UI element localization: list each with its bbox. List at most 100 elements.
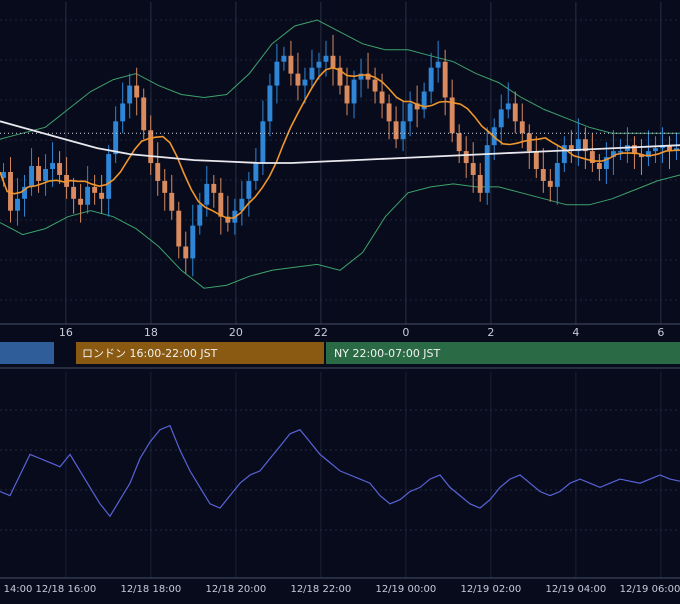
osc-x-tick-label-4: 12/18 22:00 <box>290 584 351 595</box>
candle-body <box>274 61 280 86</box>
candle-body <box>638 154 644 158</box>
candle-body <box>323 55 329 62</box>
candle-body <box>295 73 301 86</box>
candle-body <box>169 192 175 211</box>
candle-body <box>449 97 455 134</box>
candle-body <box>337 67 343 86</box>
candle-body <box>218 192 224 217</box>
candle-body <box>260 121 266 164</box>
candle-body <box>29 166 34 187</box>
candle-body <box>519 121 525 134</box>
candle-body <box>568 145 574 152</box>
candle-body <box>57 163 63 175</box>
candle-body <box>15 198 20 211</box>
main-x-tick-label-7: 6 <box>657 326 664 339</box>
candle-body <box>204 183 210 205</box>
candle-body <box>197 204 203 226</box>
candle-body <box>8 171 13 211</box>
candle-body <box>120 103 126 122</box>
candle-body <box>421 91 427 110</box>
osc-x-tick-label-8: 12/19 06:00 <box>620 584 680 595</box>
candle-body <box>407 103 413 122</box>
candle-body <box>127 85 133 104</box>
candle-body <box>477 174 483 193</box>
oscillator-line <box>0 424 680 518</box>
candle-body <box>646 151 651 158</box>
candle-body <box>162 180 168 193</box>
candle-body <box>78 198 84 205</box>
candle-body <box>372 79 378 92</box>
candle-body <box>512 103 518 122</box>
candle-body <box>463 151 469 164</box>
candle-body <box>547 180 553 187</box>
candle-body <box>435 61 441 68</box>
candle-body <box>288 55 294 74</box>
candle-body <box>631 145 637 155</box>
main-x-tick-label-6: 4 <box>572 326 579 339</box>
candle-body <box>456 133 462 152</box>
candle-body <box>667 145 672 152</box>
session-ny-label: NY 22:00-07:00 JST <box>334 347 441 360</box>
candle-body <box>239 198 245 211</box>
candle-body <box>582 139 588 152</box>
osc-x-tick-label-2: 12/18 18:00 <box>120 584 181 595</box>
candle-body <box>50 163 56 169</box>
candle-body <box>498 109 504 128</box>
candle-body <box>470 163 476 175</box>
candle-body <box>99 192 105 199</box>
candle-body <box>554 163 560 187</box>
candle-body <box>309 67 315 80</box>
candle-body <box>43 169 49 181</box>
candle-body <box>428 67 434 92</box>
main-x-tick-label-2: 20 <box>229 326 243 339</box>
candle-body <box>393 121 399 140</box>
candle-body <box>505 103 511 110</box>
candle-body <box>71 186 77 199</box>
main-x-tick-label-4: 0 <box>402 326 409 339</box>
main-x-tick-label-1: 18 <box>144 326 158 339</box>
candle-body <box>211 183 217 193</box>
candle-body <box>22 186 27 199</box>
candle-body <box>442 61 448 98</box>
candle-body <box>379 91 385 104</box>
candle-body <box>267 85 273 122</box>
candle-body <box>526 133 532 152</box>
candle-body <box>176 210 182 247</box>
candle-body <box>575 139 581 152</box>
candle-body <box>561 145 567 164</box>
osc-x-tick-label-7: 12/19 04:00 <box>545 584 606 595</box>
osc-x-tick-label-3: 12/18 20:00 <box>205 584 266 595</box>
osc-x-tick-label-0: 14:00 <box>4 584 33 595</box>
osc-x-tick-label-1: 12/18 16:00 <box>35 584 96 595</box>
candle-body <box>246 180 252 199</box>
candle-body <box>589 151 595 164</box>
candle-body <box>316 61 322 68</box>
session-london-bar <box>76 342 324 364</box>
bollinger-lower-line <box>0 174 680 289</box>
candle-body <box>617 151 623 153</box>
candle-body <box>540 169 546 181</box>
candle-body <box>400 121 406 140</box>
candle-body <box>141 97 147 131</box>
candle-body <box>653 148 658 152</box>
osc-x-tick-label-6: 12/19 02:00 <box>460 584 521 595</box>
main-x-tick-label-5: 2 <box>487 326 494 339</box>
candle-body <box>225 216 231 223</box>
osc-x-tick-label-5: 12/19 00:00 <box>375 584 436 595</box>
candle-body <box>330 55 336 68</box>
candle-body <box>484 145 490 193</box>
main-x-tick-label-3: 22 <box>314 326 328 339</box>
candle-body <box>533 151 539 169</box>
candle-body <box>92 186 98 193</box>
candle-body <box>190 225 196 259</box>
candle-body <box>610 151 616 158</box>
candle-body <box>106 154 112 199</box>
candle-body <box>1 171 6 178</box>
candle-body <box>351 79 357 104</box>
candle-body <box>134 85 140 98</box>
session-asia-bar <box>0 342 54 364</box>
candle-body <box>358 73 364 80</box>
bollinger-upper-line <box>0 19 680 140</box>
candle-body <box>85 186 91 205</box>
